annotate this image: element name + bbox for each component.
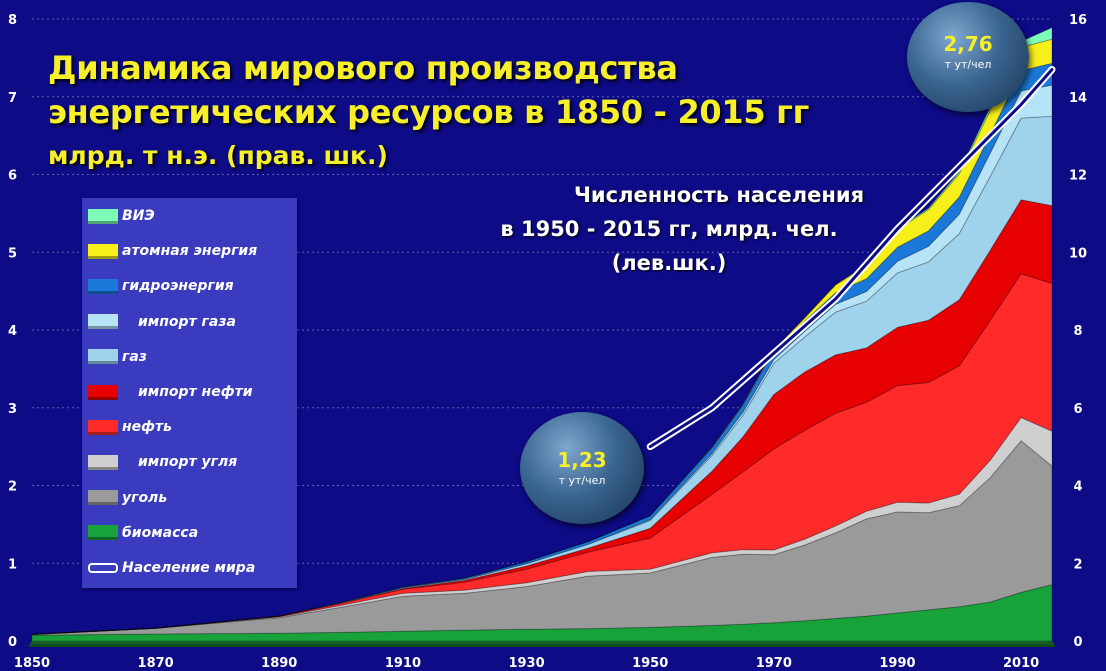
legend-label: уголь [122, 489, 168, 506]
x-axis-tick: 1930 [508, 656, 544, 671]
bubble-1950-unit: т ут/чел [558, 474, 606, 487]
population-annotation-line-1: Численность населения [573, 183, 865, 207]
legend-item: биомасса [88, 523, 293, 543]
legend: ВИЭ атомная энергия гидроэнергия импорт газ… [82, 198, 297, 588]
x-axis-tick: 1890 [261, 656, 297, 671]
population-line [646, 66, 1056, 451]
legend-swatch [88, 349, 118, 365]
legend-item: нефть [88, 417, 293, 437]
legend-swatch [88, 384, 118, 400]
legend-label: ВИЭ [122, 208, 155, 224]
legend-label: гидроэнергия [122, 278, 234, 295]
legend-item: гидроэнергия [88, 276, 293, 296]
left-axis-tick: 1 [8, 557, 17, 572]
legend-item: импорт нефти [88, 382, 293, 402]
legend-swatch [88, 314, 118, 330]
legend-swatch [88, 454, 118, 470]
legend-label: импорт угля [138, 454, 238, 471]
legend-item: уголь [88, 488, 293, 508]
legend-label: атомная энергия [122, 243, 258, 260]
legend-item: импорт угля [88, 452, 293, 472]
legend-item: Население мира [88, 558, 293, 578]
legend-swatch [88, 563, 118, 573]
left-axis-tick: 6 [8, 169, 17, 184]
right-axis-tick: 12 [1069, 169, 1087, 184]
area-series [31, 26, 1053, 642]
left-axis-tick: 8 [8, 13, 17, 28]
population-line-inner [648, 68, 1054, 449]
title-line-1: Динамика мирового производства [48, 49, 678, 87]
legend-label: газ [122, 348, 147, 365]
left-axis-tick: 0 [8, 635, 17, 650]
legend-swatch [88, 525, 118, 541]
legend-label: импорт нефти [138, 384, 253, 400]
legend-swatch [88, 208, 118, 224]
left-axis-tick: 2 [8, 480, 17, 495]
legend-item: импорт газа [88, 312, 293, 332]
x-axis-tick: 2010 [1003, 656, 1039, 671]
right-axis-tick: 10 [1069, 246, 1087, 261]
x-axis-tick: 1950 [632, 656, 668, 671]
population-annotation: Численность населения в 1950 - 2015 гг, … [444, 178, 894, 280]
population-annotation-line-2: в 1950 - 2015 гг, млрд. чел. (лев.шк.) [500, 217, 838, 275]
legend-label: импорт газа [138, 313, 236, 330]
bubble-2015-unit: т ут/чел [944, 58, 992, 71]
left-axis-tick: 4 [8, 324, 17, 339]
legend-item: ВИЭ [88, 206, 293, 226]
bubble-1950-value: 1,23 [557, 448, 607, 472]
right-axis-tick: 8 [1073, 324, 1082, 339]
title-line-3: млрд. т н.э. (прав. шк.) [48, 141, 388, 170]
legend-swatch [88, 490, 118, 506]
legend-item: атомная энергия [88, 241, 293, 261]
title-line-2: энергетических ресурсов в 1850 - 2015 гг [48, 93, 809, 131]
legend-item: газ [88, 347, 293, 367]
legend-swatch [88, 278, 118, 294]
x-axis-tick: 1850 [14, 656, 50, 671]
left-axis-tick: 3 [8, 402, 17, 417]
bubble-2015-value: 2,76 [943, 32, 993, 56]
area-атомная-энергия [31, 38, 1053, 635]
right-axis-tick: 16 [1069, 13, 1087, 28]
x-axis-tick: 1870 [138, 656, 174, 671]
right-axis-tick: 14 [1069, 91, 1087, 106]
right-axis-tick: 6 [1073, 402, 1082, 417]
area-ВИЭ [31, 26, 1053, 635]
x-axis-tick: 1910 [385, 656, 421, 671]
right-axis-tick: 2 [1073, 557, 1082, 572]
bubble-2015: 2,76 т ут/чел [907, 2, 1029, 112]
chart-title: Динамика мирового производства энергетич… [48, 46, 809, 178]
legend-swatch [88, 243, 118, 259]
legend-label: биомасса [122, 524, 199, 541]
x-axis-tick: 1990 [879, 656, 915, 671]
legend-swatch [88, 419, 118, 435]
x-axis-tick: 1970 [756, 656, 792, 671]
chart-floor [28, 641, 1056, 647]
left-axis-tick: 5 [8, 246, 17, 261]
legend-label: Население мира [122, 560, 256, 576]
legend-label: нефть [122, 419, 173, 436]
right-axis-tick: 0 [1073, 635, 1082, 650]
left-axis-tick: 7 [8, 91, 17, 106]
right-axis-tick: 4 [1073, 480, 1082, 495]
bubble-1950: 1,23 т ут/чел [520, 412, 644, 524]
